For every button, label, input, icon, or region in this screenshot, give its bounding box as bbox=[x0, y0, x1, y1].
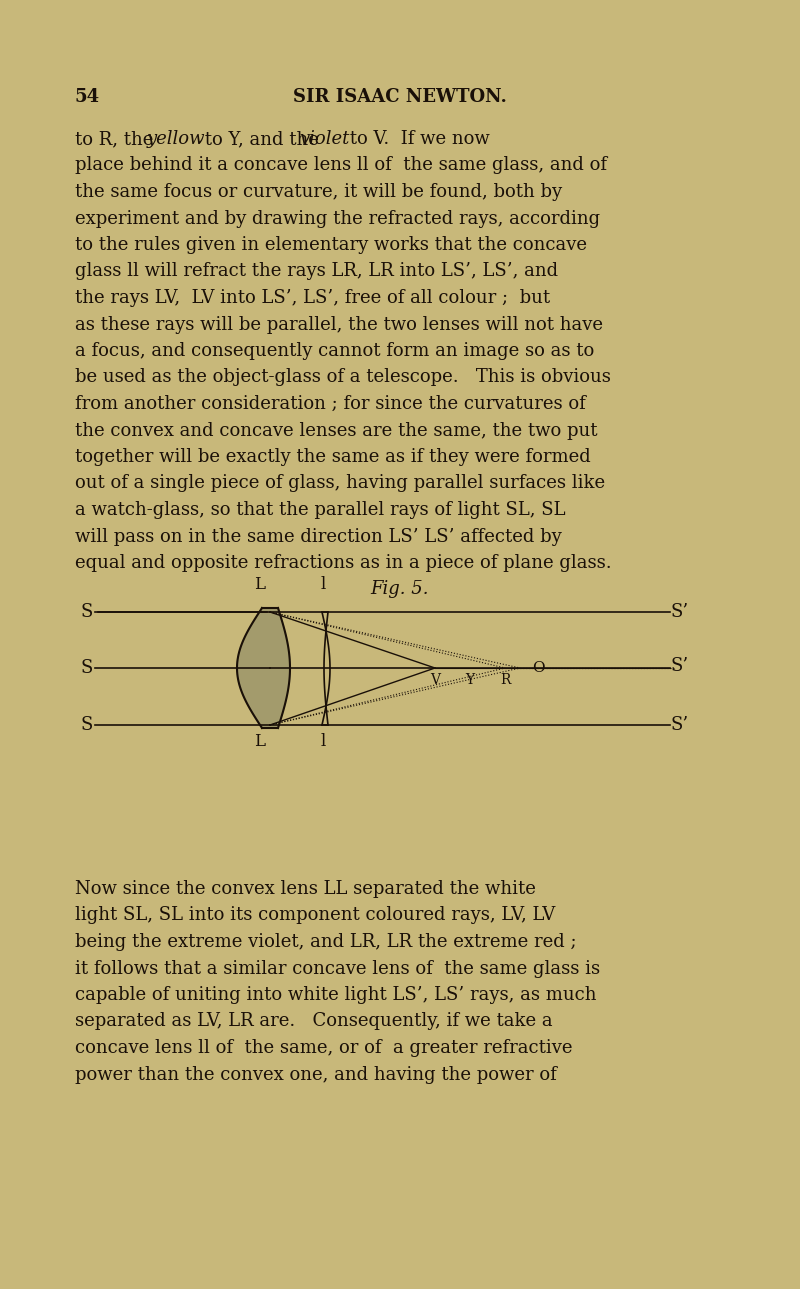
Text: place behind it a concave lens ll of  the same glass, and of: place behind it a concave lens ll of the… bbox=[75, 156, 607, 174]
Text: S’: S’ bbox=[670, 657, 688, 675]
Text: S: S bbox=[80, 715, 92, 733]
Text: violet: violet bbox=[299, 130, 350, 148]
Text: V: V bbox=[430, 673, 440, 687]
Text: concave lens ll of  the same, or of  a greater refractive: concave lens ll of the same, or of a gre… bbox=[75, 1039, 573, 1057]
Text: be used as the object-glass of a telescope.   This is obvious: be used as the object-glass of a telesco… bbox=[75, 369, 611, 387]
Text: yellow: yellow bbox=[147, 130, 206, 148]
Text: S’: S’ bbox=[670, 715, 688, 733]
Text: 54: 54 bbox=[75, 88, 100, 106]
Text: as these rays will be parallel, the two lenses will not have: as these rays will be parallel, the two … bbox=[75, 316, 603, 334]
Text: O: O bbox=[532, 661, 545, 675]
Text: to the rules given in elementary works that the concave: to the rules given in elementary works t… bbox=[75, 236, 587, 254]
Text: l: l bbox=[320, 576, 326, 593]
Text: Fig. 5.: Fig. 5. bbox=[370, 580, 430, 598]
Text: together will be exactly the same as if they were formed: together will be exactly the same as if … bbox=[75, 449, 590, 467]
Text: being the extreme violet, and LR, LR the extreme red ;: being the extreme violet, and LR, LR the… bbox=[75, 933, 577, 951]
Text: to Y, and the: to Y, and the bbox=[199, 130, 325, 148]
Text: to R, the: to R, the bbox=[75, 130, 159, 148]
Text: light SL, SL into its component coloured rays, LV, LV: light SL, SL into its component coloured… bbox=[75, 906, 555, 924]
Text: out of a single piece of glass, having parallel surfaces like: out of a single piece of glass, having p… bbox=[75, 474, 605, 492]
Text: S: S bbox=[80, 603, 92, 621]
Text: Now since the convex lens LL separated the white: Now since the convex lens LL separated t… bbox=[75, 880, 536, 898]
Text: L: L bbox=[254, 733, 266, 750]
Text: it follows that a similar concave lens of  the same glass is: it follows that a similar concave lens o… bbox=[75, 959, 600, 977]
Text: SIR ISAAC NEWTON.: SIR ISAAC NEWTON. bbox=[293, 88, 507, 106]
Text: S’: S’ bbox=[670, 603, 688, 621]
Text: S: S bbox=[80, 659, 92, 677]
Text: separated as LV, LR are.   Consequently, if we take a: separated as LV, LR are. Consequently, i… bbox=[75, 1012, 553, 1030]
Text: a watch-glass, so that the parallel rays of light SL, SL: a watch-glass, so that the parallel rays… bbox=[75, 501, 566, 519]
Text: capable of uniting into white light LS’, LS’ rays, as much: capable of uniting into white light LS’,… bbox=[75, 986, 597, 1004]
Text: from another consideration ; for since the curvatures of: from another consideration ; for since t… bbox=[75, 394, 586, 412]
Text: l: l bbox=[320, 733, 326, 750]
Text: power than the convex one, and having the power of: power than the convex one, and having th… bbox=[75, 1066, 557, 1084]
Text: will pass on in the same direction LS’ LS’ affected by: will pass on in the same direction LS’ L… bbox=[75, 527, 562, 545]
Text: to V.  If we now: to V. If we now bbox=[344, 130, 490, 148]
Text: glass ll will refract the rays LR, LR into LS’, LS’, and: glass ll will refract the rays LR, LR in… bbox=[75, 263, 558, 281]
Text: the convex and concave lenses are the same, the two put: the convex and concave lenses are the sa… bbox=[75, 422, 598, 440]
Text: L: L bbox=[254, 576, 266, 593]
Text: equal and opposite refractions as in a piece of plane glass.: equal and opposite refractions as in a p… bbox=[75, 554, 612, 572]
Polygon shape bbox=[237, 608, 290, 728]
Text: a focus, and consequently cannot form an image so as to: a focus, and consequently cannot form an… bbox=[75, 342, 594, 360]
Text: experiment and by drawing the refracted rays, according: experiment and by drawing the refracted … bbox=[75, 210, 600, 227]
Text: the rays LV,  LV into LS’, LS’, free of all colour ;  but: the rays LV, LV into LS’, LS’, free of a… bbox=[75, 289, 550, 307]
Text: the same focus or curvature, it will be found, both by: the same focus or curvature, it will be … bbox=[75, 183, 562, 201]
Text: R: R bbox=[500, 673, 510, 687]
Text: Y: Y bbox=[466, 673, 474, 687]
